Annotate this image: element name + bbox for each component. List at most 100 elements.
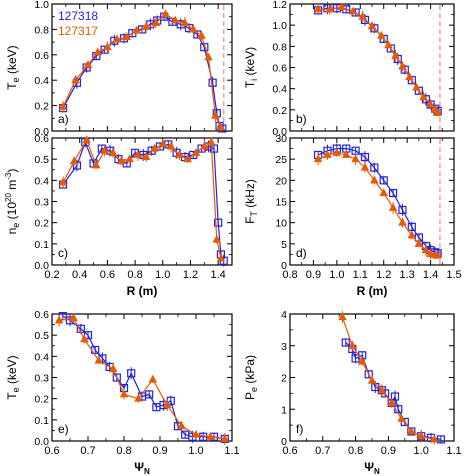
y-tick-label: 0.1 — [34, 415, 49, 427]
data-point-127317 — [108, 364, 118, 373]
y-tick-label: 0.4 — [34, 351, 49, 363]
data-point-127317 — [191, 429, 201, 438]
data-point-127317 — [191, 147, 201, 156]
data-point-127318 — [379, 176, 388, 185]
data-point-127317 — [82, 135, 91, 144]
y-axis-label: Te (keV) — [5, 45, 21, 89]
x-tick-label: 1.4 — [423, 269, 438, 281]
x-axis-label-main: Ψ — [364, 460, 374, 474]
data-point-127317 — [367, 21, 377, 30]
y-tick-label: 1.2 — [272, 0, 287, 11]
data-point-127317 — [100, 145, 109, 154]
x-axis-label: R (m) — [127, 284, 158, 298]
data-point-127318 — [145, 390, 154, 399]
y-axis-label-part: e — [249, 387, 259, 392]
data-point-127317 — [388, 203, 398, 211]
data-point-127317 — [426, 99, 435, 108]
y-axis-label-part: e — [11, 77, 21, 82]
data-point-127317 — [384, 40, 393, 49]
y-axis-label: Pe (kPa) — [243, 355, 259, 400]
data-point-127317 — [132, 25, 141, 34]
data-point-127317 — [405, 72, 414, 81]
y-axis-label-part: (keV) — [243, 47, 257, 79]
data-point-127318 — [407, 222, 416, 231]
data-point-127317 — [211, 110, 220, 119]
y-tick-label: 0.2 — [34, 101, 49, 113]
data-point-127317 — [370, 175, 379, 184]
panel-label: e) — [58, 422, 69, 436]
data-point-127317 — [323, 150, 332, 158]
data-point-127317 — [426, 249, 435, 257]
data-point-127318 — [388, 188, 398, 198]
y-tick-label: 0.2 — [34, 218, 49, 230]
y-axis-label-part: (kHz) — [243, 179, 257, 211]
y-axis-label-part: T — [243, 80, 257, 88]
y-tick-label: 30 — [275, 133, 287, 145]
data-point-127317 — [348, 340, 357, 349]
data-point-127317 — [158, 139, 168, 148]
data-point-127317 — [125, 154, 134, 163]
x-tick-label: 0.4 — [72, 269, 87, 281]
data-point-127317 — [398, 61, 407, 70]
panel-e: 0.6 0.7 0.8 0.9 1.0 1.1 0.0 0.1 0.2 0.3 0.4 0.5 0.6 e… — [5, 309, 240, 476]
data-point-127317 — [430, 434, 439, 443]
y-tick-label: 0.2 — [272, 105, 287, 117]
x-tick-label: 1.1 — [353, 269, 368, 281]
data-point-127317 — [220, 434, 230, 442]
data-point-127317 — [412, 82, 421, 91]
data-point-127318 — [364, 370, 373, 379]
y-tick-label: 5 — [281, 239, 287, 251]
data-point-127318 — [127, 369, 136, 378]
data-point-127317 — [141, 22, 151, 30]
y-tick-label: 0.4 — [272, 84, 287, 96]
data-point-127317 — [148, 374, 158, 383]
y-axis-label-part: P — [243, 392, 257, 400]
data-point-127317 — [407, 230, 417, 239]
data-point-127317 — [358, 11, 367, 20]
data-point-127318 — [390, 392, 400, 401]
data-point-127318 — [208, 78, 217, 87]
data-point-127317 — [379, 188, 388, 197]
data-point-127317 — [71, 75, 80, 84]
x-axis-label-sub: N — [144, 467, 150, 476]
data-point-127317 — [206, 431, 215, 440]
y-axis-label: Ti (keV) — [243, 47, 259, 88]
y-axis-label-part: e — [11, 387, 21, 392]
y-axis-label-part: T — [5, 82, 19, 90]
data-point-127317 — [54, 315, 64, 324]
series-line-127318 — [317, 148, 438, 254]
data-point-127317 — [108, 147, 118, 156]
data-point-127317 — [161, 9, 170, 18]
data-point-127318 — [436, 435, 445, 444]
data-point-127317 — [212, 234, 222, 243]
panel-f: 0.6 0.7 0.8 0.9 1.0 1.1 0 1 2 3 4 f) Pe (kPa) ΨN — [243, 309, 462, 476]
x-tick-label: 1.0 — [329, 269, 344, 281]
x-tick-label: 1.1 — [224, 445, 239, 457]
panel-label: f) — [296, 422, 303, 436]
data-point-127317 — [58, 177, 68, 186]
data-point-127317 — [166, 141, 176, 150]
y-tick-label: 15 — [275, 197, 287, 209]
x-tick-label: 0.2 — [44, 269, 59, 281]
x-tick-label: 1.0 — [155, 269, 170, 281]
x-tick-label: 0.6 — [100, 269, 115, 281]
data-point-127318 — [370, 163, 379, 172]
y-tick-label: 0.0 — [34, 126, 49, 138]
y-tick-label: 0.0 — [34, 436, 49, 448]
x-tick-label: 0.8 — [348, 445, 363, 457]
series-line-127318 — [62, 315, 225, 440]
data-point-127318 — [360, 152, 370, 162]
data-point-127317 — [150, 143, 159, 152]
data-point-127317 — [398, 217, 407, 226]
y-axis-label-part: e — [11, 223, 21, 228]
panel-d: 0.8 0.9 1.0 1.1 1.2 1.3 1.4 1.5 0 5 10 15 20 25 30 d) FT… — [243, 133, 462, 298]
y-tick-label: 0.4 — [34, 175, 49, 187]
x-tick-label: 0.6 — [44, 445, 59, 457]
data-point-127318 — [398, 205, 407, 215]
y-tick-label: 0.5 — [34, 330, 49, 342]
data-point-127317 — [216, 253, 226, 262]
x-axis-label-main: R (m) — [127, 284, 158, 298]
x-tick-label: 1.0 — [188, 445, 203, 457]
y-tick-label: 20 — [275, 175, 287, 187]
